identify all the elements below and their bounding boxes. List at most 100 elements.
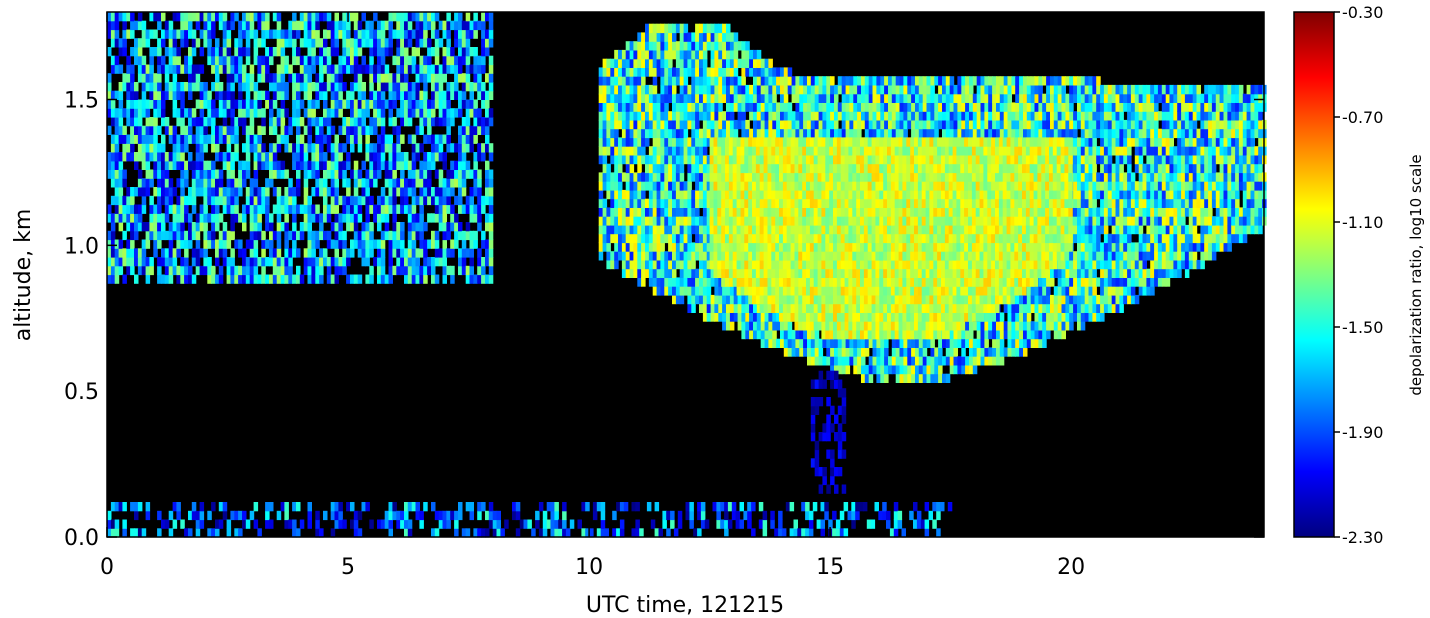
heatmap-cell [485,187,490,197]
heatmap-cell [303,248,309,258]
heatmap-cell [849,119,854,130]
heatmap-cell [672,181,677,191]
heatmap-cell [814,84,820,95]
heatmap-cell [211,134,216,144]
heatmap-cell [415,257,420,267]
heatmap-cell [396,178,401,188]
heatmap-cell [319,64,324,74]
heatmap-cell [161,169,166,179]
heatmap-cell [834,84,839,95]
heatmap-cell [660,242,665,252]
heatmap-cell [249,64,255,74]
heatmap-cell [807,128,812,139]
heatmap-cell [481,117,486,127]
heatmap-cell [903,119,908,130]
heatmap-cell [633,268,638,278]
heatmap-cell [407,265,413,276]
heatmap-cell [319,38,324,48]
heatmap-cell [899,338,904,348]
heatmap-cell [687,181,692,191]
heatmap-cell [242,248,247,258]
heatmap-cell [188,195,193,206]
heatmap-cell [683,49,689,60]
heatmap-cell [400,169,405,179]
heatmap-cell [222,125,228,135]
heatmap-cell [488,73,494,83]
heatmap-cell [695,251,700,261]
heatmap-cell [134,82,139,92]
heatmap-cell [334,195,339,206]
heatmap-cell [672,233,677,244]
heatmap-cell [334,152,339,162]
heatmap-cell [130,82,135,92]
heatmap-cell [330,143,336,153]
heatmap-cell [384,178,390,188]
heatmap-cell [488,20,494,31]
heatmap-cell [218,20,224,31]
heatmap-cell [911,84,916,95]
heatmap-cell [691,259,696,270]
heatmap-cell [114,143,120,153]
heatmap-cell [465,99,471,109]
heatmap-cell [660,84,665,95]
heatmap-cell [641,189,646,200]
heatmap-cell [699,23,704,34]
heatmap-cell [176,265,181,276]
heatmap-cell [415,82,420,92]
heatmap-cell [377,152,382,162]
heatmap-cell [722,303,727,313]
heatmap-cell [299,274,305,284]
heatmap-cell [602,198,608,208]
heatmap-cell [292,38,297,48]
heatmap-cell [380,55,386,66]
heatmap-cell [153,169,158,179]
heatmap-cell [625,84,631,95]
heatmap-cell [926,102,931,112]
heatmap-cell [199,152,205,162]
heatmap-cell [876,128,881,139]
heatmap-cell [107,169,112,179]
heatmap-cell [431,20,436,31]
heatmap-cell [791,128,797,139]
heatmap-cell [323,178,328,188]
heatmap-cell [861,76,866,86]
heatmap-cell [614,207,619,217]
heatmap-cell [718,41,723,51]
heatmap-cell [122,134,127,144]
heatmap-cell [211,169,216,179]
heatmap-cell [606,76,611,86]
heatmap-cell [803,93,808,103]
heatmap-cell [280,90,286,100]
heatmap-cell [818,84,824,95]
heatmap-cell [164,274,170,284]
heatmap-cell [687,102,692,112]
heatmap-cell [215,12,220,22]
heatmap-cell [292,55,297,66]
heatmap-cell [485,47,490,57]
heatmap-cell [326,230,332,241]
heatmap-cell [361,187,366,197]
heatmap-cell [353,187,359,197]
heatmap-cell [458,222,463,232]
heatmap-cell [629,84,635,95]
heatmap-cell [621,268,627,278]
heatmap-cell [346,90,351,100]
heatmap-cell [326,239,332,249]
heatmap-cell [157,274,162,284]
heatmap-cell [188,222,193,232]
heatmap-cell [130,90,135,100]
heatmap-cell [396,73,401,83]
heatmap-cell [168,29,174,39]
heatmap-cell [222,117,228,127]
heatmap-cell [434,99,440,109]
heatmap-cell [895,76,901,86]
heatmap-cell [610,76,615,86]
heatmap-cell [419,143,424,153]
heatmap-cell [618,58,623,68]
heatmap-cell [215,257,220,267]
heatmap-cell [307,108,312,118]
heatmap-cell [461,55,467,66]
heatmap-cell [137,204,143,214]
heatmap-cell [373,12,378,22]
heatmap-cell [203,29,208,39]
